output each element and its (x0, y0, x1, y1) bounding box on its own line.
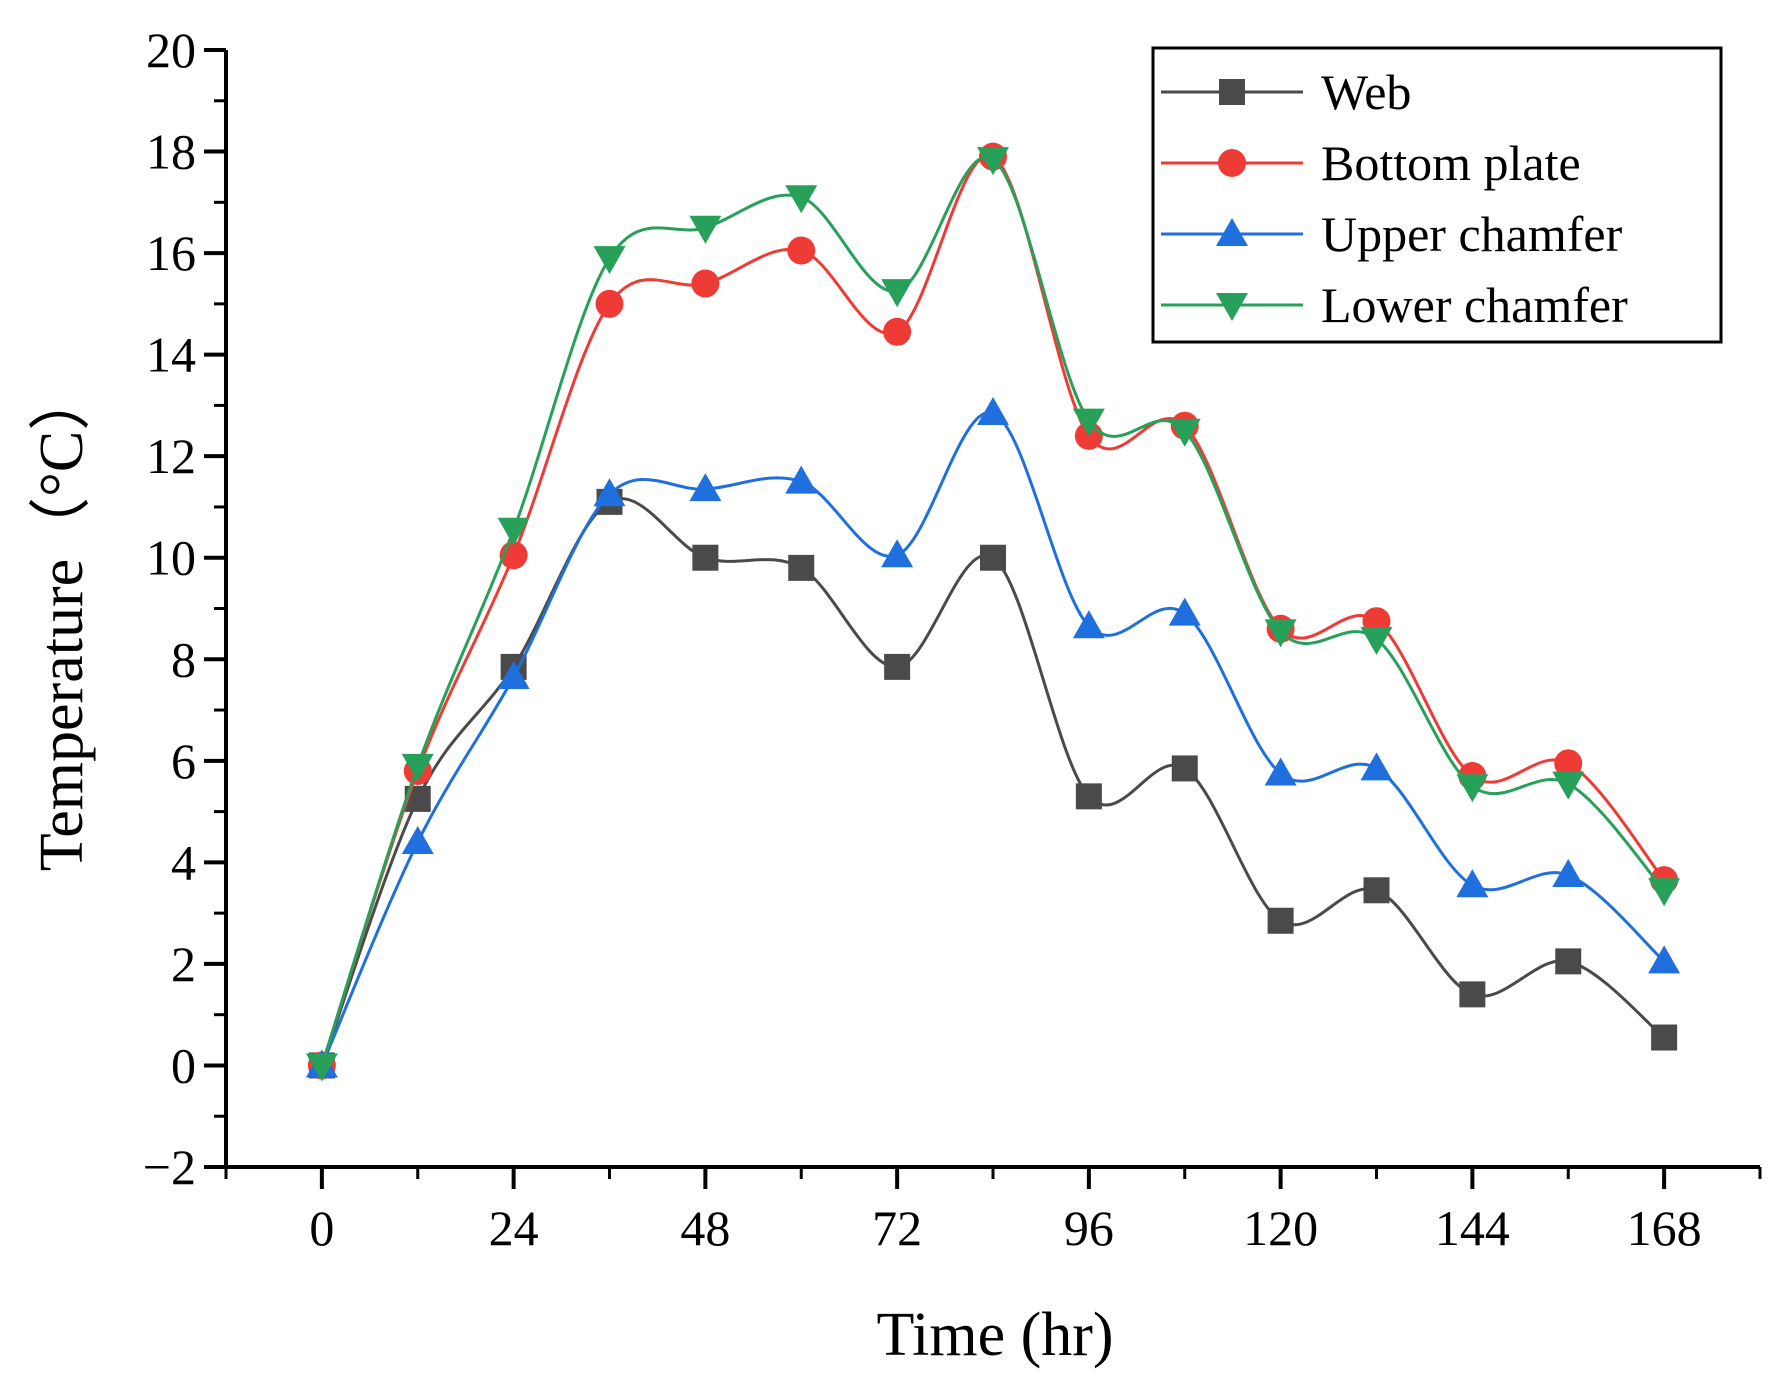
data-point (593, 246, 626, 275)
data-point (1555, 948, 1582, 975)
data-point (1168, 597, 1201, 626)
data-point (689, 473, 722, 502)
x-tick-label: 0 (309, 1200, 334, 1256)
data-point (1072, 408, 1105, 437)
legend-label: Lower chamfer (1321, 277, 1628, 333)
data-point (689, 215, 722, 244)
series-group (305, 142, 1681, 1082)
legend-marker (1219, 79, 1245, 105)
legend-marker (1218, 149, 1246, 177)
x-tick-label: 72 (872, 1200, 922, 1256)
x-tick-label: 24 (489, 1200, 539, 1256)
series-lower-chamfer (305, 147, 1681, 1082)
data-point (1360, 626, 1393, 655)
data-point (1648, 945, 1681, 974)
data-point (980, 544, 1006, 571)
data-point (1360, 752, 1393, 781)
legend-marker (1216, 293, 1248, 321)
data-point (1554, 749, 1583, 778)
data-point (1171, 755, 1198, 782)
data-point (497, 517, 530, 546)
y-tick-label: 10 (146, 530, 196, 586)
y-tick-label: 0 (171, 1037, 196, 1093)
data-point (884, 653, 911, 680)
data-point (1363, 877, 1390, 904)
y-tick-label: 4 (171, 834, 196, 890)
data-point (1267, 907, 1294, 934)
data-point (788, 554, 815, 581)
legend: Web Bottom plate Upper chamfer Lower chamfe… (1151, 46, 1723, 344)
legend-item: Web (1161, 64, 1411, 120)
x-tick-label: 48 (680, 1200, 730, 1256)
x-tick-label: 144 (1435, 1200, 1510, 1256)
x-tick-label: 96 (1064, 1200, 1114, 1256)
data-point (593, 478, 626, 507)
data-point (497, 661, 530, 690)
data-point (977, 397, 1009, 426)
data-point (1072, 610, 1105, 639)
data-point (1168, 418, 1201, 447)
y-tick-label: 2 (171, 936, 196, 992)
legend-label: Web (1321, 64, 1411, 120)
series-upper-chamfer (305, 397, 1681, 1078)
data-point (881, 539, 914, 568)
y-tick-label: 14 (146, 327, 196, 383)
data-point (401, 826, 434, 855)
y-tick-label: 12 (146, 428, 196, 484)
data-point (977, 147, 1009, 176)
y-tick-label: −2 (143, 1139, 196, 1195)
x-tick-label: 168 (1627, 1200, 1702, 1256)
data-point (595, 289, 624, 318)
series-line (320, 411, 1666, 1067)
data-point (401, 753, 434, 782)
y-tick-label: 8 (171, 631, 196, 687)
x-axis-title: Time (hr) (876, 1301, 1113, 1369)
legend-item: Bottom plate (1161, 135, 1581, 191)
data-point (1456, 774, 1489, 803)
legend-label: Upper chamfer (1321, 206, 1623, 262)
y-tick-label: 6 (171, 733, 196, 789)
data-point (1456, 869, 1489, 898)
data-point (691, 269, 720, 298)
y-tick-label: 20 (146, 22, 196, 78)
legend-item: Lower chamfer (1161, 277, 1628, 333)
legend-item: Upper chamfer (1161, 206, 1623, 262)
x-tick-label: 120 (1243, 1200, 1318, 1256)
data-point (881, 279, 914, 308)
data-point (1264, 619, 1297, 648)
data-point (883, 317, 912, 346)
legend-marker (1216, 218, 1248, 246)
y-axis-title: Temperature（°C） (28, 369, 96, 872)
data-point (785, 185, 818, 214)
data-point (1459, 981, 1486, 1008)
data-point (785, 465, 818, 494)
data-point (1264, 757, 1297, 786)
data-point (1075, 783, 1102, 810)
y-tick-label: 16 (146, 225, 196, 281)
data-point (1552, 771, 1585, 800)
data-point (1648, 878, 1681, 907)
y-tick-label: 18 (146, 124, 196, 180)
data-point (692, 544, 719, 571)
data-point (1552, 859, 1585, 888)
data-point (787, 236, 816, 265)
data-point (1651, 1024, 1678, 1051)
legend-label: Bottom plate (1321, 135, 1581, 191)
data-point (305, 1053, 338, 1082)
